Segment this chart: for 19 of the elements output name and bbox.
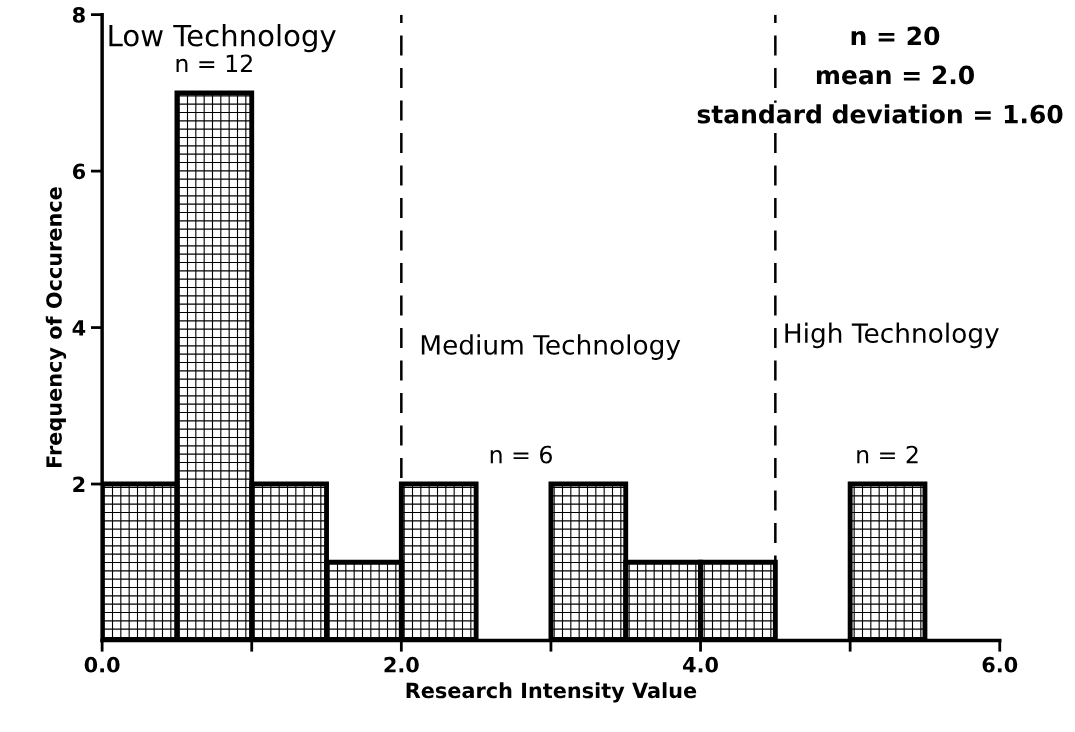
annotation: n = 2: [857, 445, 918, 464]
y-tick-label: 2: [73, 476, 85, 492]
y-tick-label: 8: [72, 7, 85, 23]
y-tick-label: 6: [72, 163, 86, 180]
annotation: Medium Technology: [421, 334, 681, 360]
x-axis-title: Research Intensity Value: [406, 682, 697, 703]
annotation: mean = 2.0: [816, 65, 974, 85]
annotation: standard deviation = 1.60: [697, 104, 1063, 124]
x-tick-label: 4.0: [683, 656, 718, 673]
annotation: High Technology: [785, 322, 999, 349]
x-tick-label: 6.0: [982, 656, 1018, 673]
x-tick-label: 2.0: [384, 656, 419, 673]
annotation: n = 6: [490, 445, 552, 464]
y-tick-label: 4: [72, 320, 86, 336]
x-tick-label: 0.0: [84, 656, 120, 673]
annotation: n = 12: [176, 54, 252, 73]
annotation: Low Technology: [109, 24, 336, 53]
annotation: n = 20: [851, 26, 940, 46]
y-axis-title: Frequency of Occurence: [45, 187, 67, 468]
